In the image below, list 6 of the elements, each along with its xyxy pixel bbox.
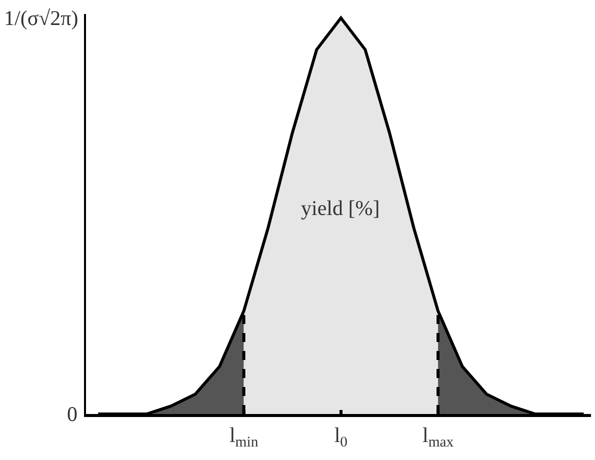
text: 0 (67, 402, 78, 426)
x-tick-label: l$_{min}$ (229, 423, 259, 451)
text: 1/(σ√2π) (4, 6, 78, 30)
x-tick-label: l$_{0}$ (334, 423, 348, 451)
x-tick-label: l$_{max}$ (422, 423, 454, 451)
annotation: yield [%] (301, 196, 380, 220)
